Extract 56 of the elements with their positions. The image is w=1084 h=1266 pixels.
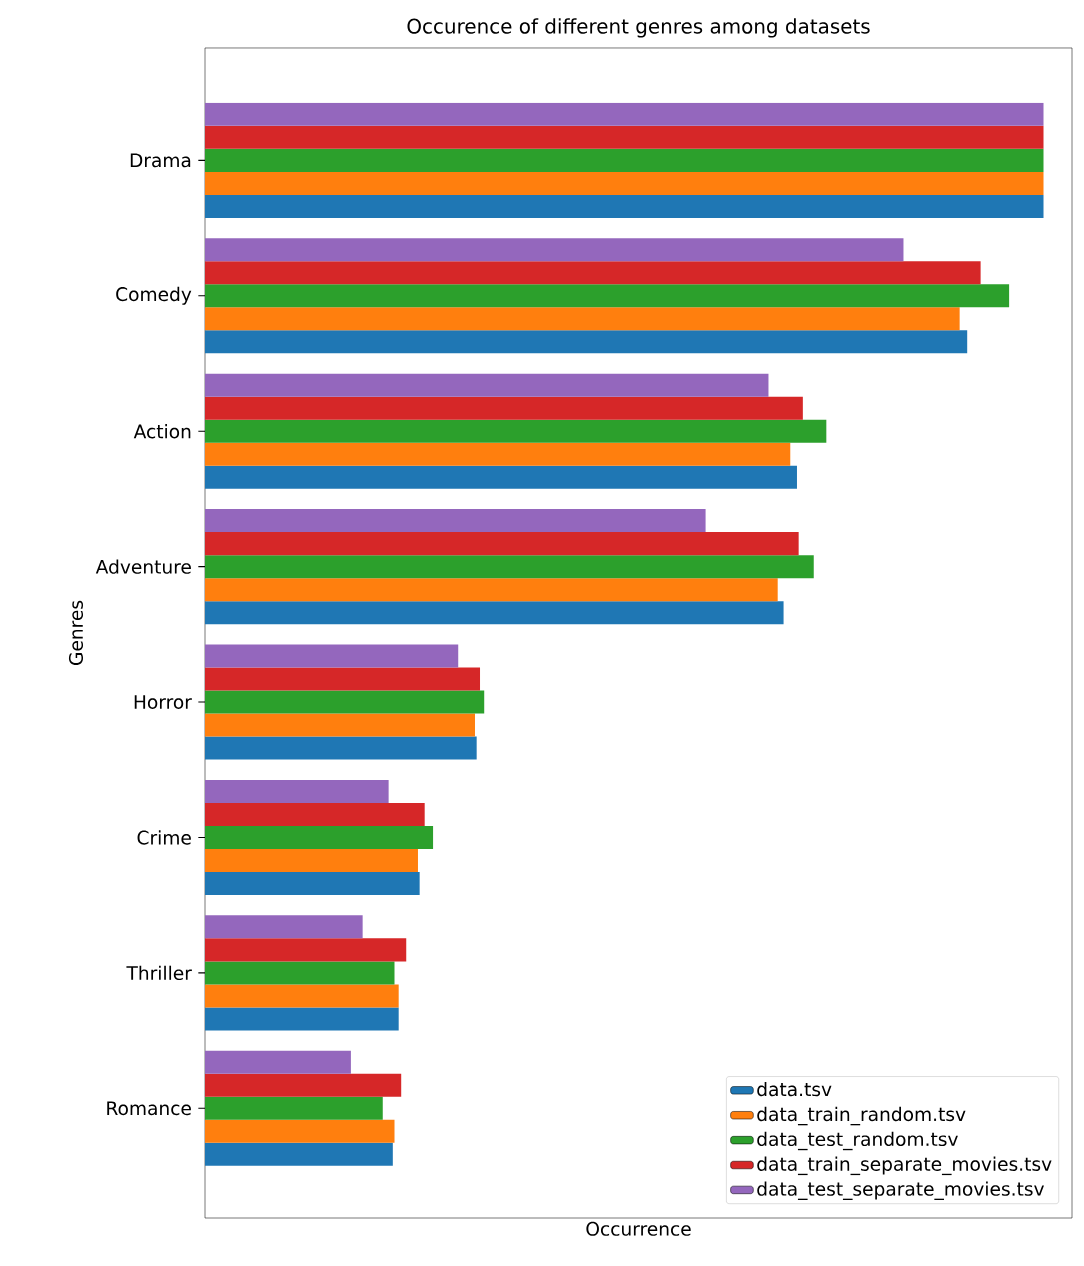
bar xyxy=(205,578,778,602)
bar xyxy=(205,713,475,737)
y-tick-label: Comedy xyxy=(116,286,192,305)
bar xyxy=(205,667,481,691)
y-tick-label: Romance xyxy=(107,1101,191,1116)
bar xyxy=(205,848,418,873)
y-axis-title: Genres xyxy=(68,600,84,665)
bar xyxy=(205,644,459,668)
y-tick-label: Thriller xyxy=(126,965,192,981)
bar xyxy=(205,779,389,803)
y-tick-label: Crime xyxy=(137,830,191,845)
bar xyxy=(205,171,1044,195)
x-axis-title: Occurrence xyxy=(586,1221,691,1236)
bar xyxy=(205,532,799,556)
bar xyxy=(205,1096,383,1120)
bar xyxy=(205,555,814,579)
legend-label: data_test_separate_movies.tsv xyxy=(757,1181,1044,1200)
bar xyxy=(205,802,425,826)
bar xyxy=(205,825,434,849)
legend-label: data_test_random.tsv xyxy=(757,1131,958,1151)
bar xyxy=(205,307,960,331)
y-tick-label: Adventure xyxy=(95,559,191,574)
bar xyxy=(205,509,706,533)
legend-label: data_train_random.tsv xyxy=(757,1106,966,1126)
y-tick-label: Horror xyxy=(134,695,192,709)
bar xyxy=(205,915,363,939)
y-tick-label: Action xyxy=(133,424,191,439)
bar xyxy=(205,736,477,760)
bar xyxy=(205,961,395,985)
bar xyxy=(205,1073,402,1097)
bar xyxy=(205,984,399,1008)
bar xyxy=(205,1007,399,1031)
bar xyxy=(205,261,981,285)
legend-label: data.tsv xyxy=(757,1081,832,1097)
legend-label: data_train_separate_movies.tsv xyxy=(757,1156,1052,1176)
bar xyxy=(205,125,1044,149)
bar xyxy=(205,330,968,354)
bar xyxy=(205,194,1044,218)
bar xyxy=(205,601,784,625)
bar xyxy=(205,938,407,962)
bar xyxy=(205,102,1044,126)
bar xyxy=(205,396,803,420)
chart-title: Occurence of different genres among datasets xyxy=(407,18,870,38)
y-tick-label: Drama xyxy=(130,153,191,168)
bar xyxy=(205,148,1044,172)
bar xyxy=(205,419,827,443)
bar xyxy=(205,872,420,896)
bar xyxy=(205,442,791,466)
bar xyxy=(205,465,797,489)
bar xyxy=(205,1142,393,1166)
bar xyxy=(205,238,904,262)
bar xyxy=(205,690,485,714)
bar xyxy=(205,1119,395,1143)
bar xyxy=(205,284,1010,308)
bar xyxy=(205,373,769,397)
bar xyxy=(205,1050,351,1074)
